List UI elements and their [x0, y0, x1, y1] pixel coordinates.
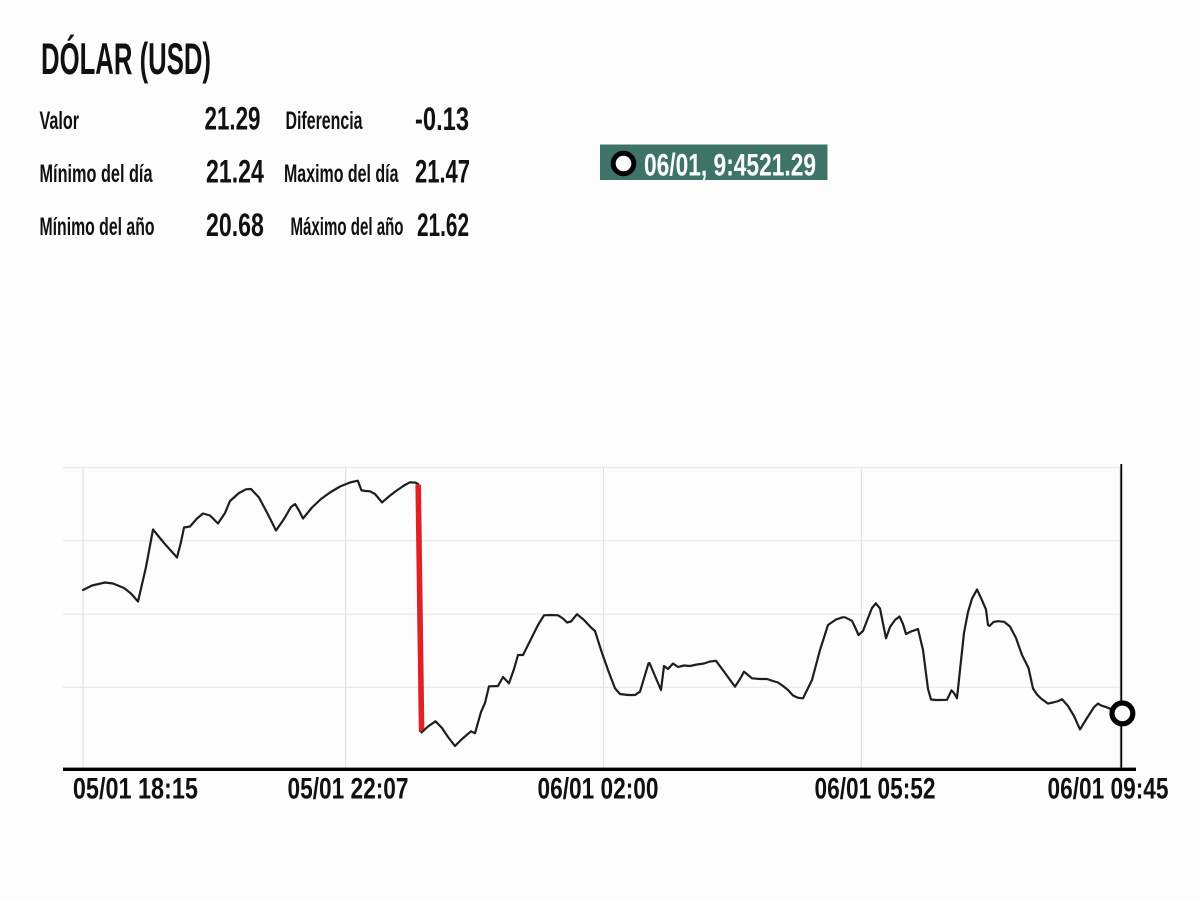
svg-text:21.47: 21.47	[415, 154, 470, 190]
svg-text:20.68: 20.68	[206, 207, 264, 243]
svg-text:21.24: 21.24	[206, 154, 264, 190]
svg-text:21.29: 21.29	[205, 100, 261, 136]
svg-text:-0.13: -0.13	[415, 101, 469, 137]
svg-text:21.62: 21.62	[417, 207, 469, 243]
svg-text:Mínimo del día: Mínimo del día	[40, 160, 154, 188]
svg-text:DÓLAR (USD): DÓLAR (USD)	[41, 34, 211, 84]
svg-text:Mínimo del año: Mínimo del año	[40, 213, 155, 241]
svg-text:06/01, 9:4521.29: 06/01, 9:4521.29	[644, 147, 816, 183]
svg-text:05/01 22:07: 05/01 22:07	[288, 772, 409, 805]
svg-text:06/01 09:45: 06/01 09:45	[1048, 772, 1169, 805]
svg-text:Diferencia: Diferencia	[286, 107, 364, 135]
svg-text:06/01 02:00: 06/01 02:00	[538, 772, 659, 805]
svg-text:Máximo del año: Máximo del año	[291, 213, 404, 241]
svg-text:05/01 18:15: 05/01 18:15	[73, 772, 198, 805]
svg-text:Valor: Valor	[40, 107, 80, 135]
svg-text:06/01 05:52: 06/01 05:52	[815, 772, 936, 805]
svg-text:Maximo del día: Maximo del día	[284, 160, 399, 188]
